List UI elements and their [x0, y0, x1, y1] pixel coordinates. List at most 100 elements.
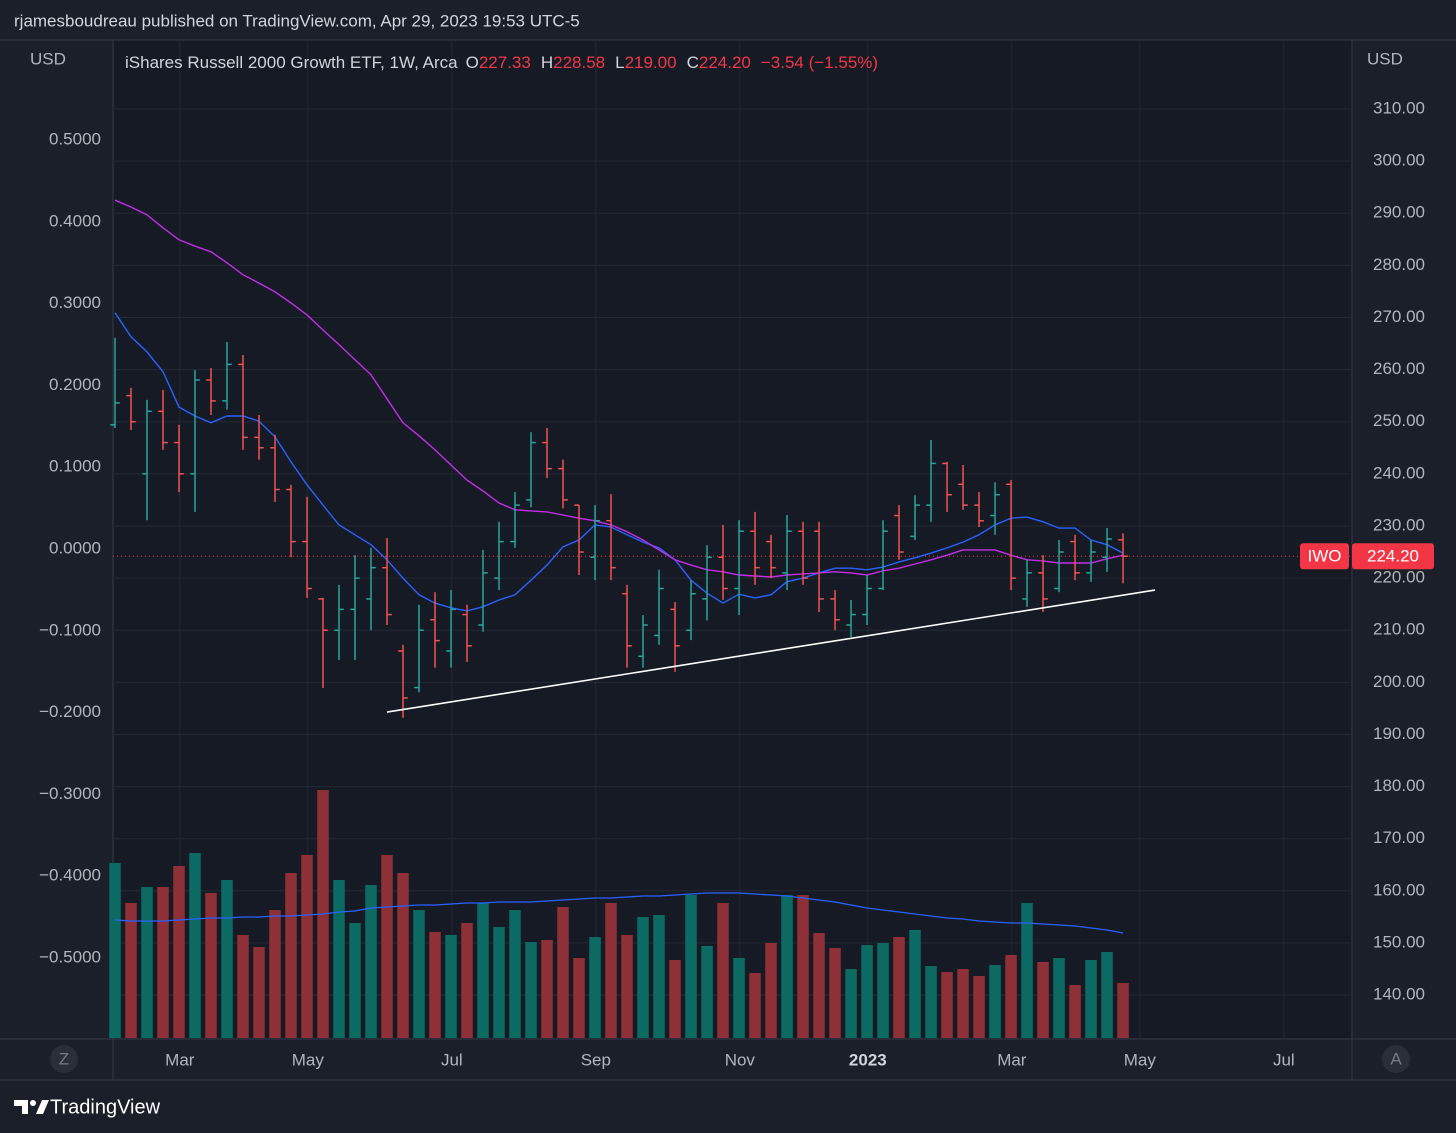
- x-tick-label: Jul: [1273, 1050, 1295, 1069]
- volume-bar: [445, 935, 457, 1038]
- y-tick-label: 260.00: [1373, 359, 1425, 378]
- scale-button[interactable]: [1382, 1045, 1410, 1073]
- volume-bar: [269, 910, 281, 1038]
- scale-button[interactable]: [50, 1045, 78, 1073]
- x-tick-label: 2023: [849, 1050, 887, 1069]
- volume-bar: [1037, 962, 1049, 1038]
- byline: rjamesboudreau published on TradingView.…: [14, 11, 580, 30]
- y2-tick-label: 0.3000: [49, 293, 101, 312]
- volume-bar: [509, 910, 521, 1038]
- volume-bar: [1117, 983, 1129, 1038]
- volume-bar: [941, 972, 953, 1038]
- volume-bar: [989, 965, 1001, 1038]
- volume-bar: [541, 940, 553, 1038]
- moving-average: [114, 312, 1124, 612]
- volume-bar: [365, 885, 377, 1038]
- volume-bar: [797, 895, 809, 1038]
- y-tick-label: 210.00: [1373, 620, 1425, 639]
- scale-button-label[interactable]: Z: [59, 1049, 69, 1068]
- volume-bar: [333, 880, 345, 1038]
- y-tick-label: 170.00: [1373, 828, 1425, 847]
- volume-bar: [973, 976, 985, 1038]
- header-value: 224.20: [699, 53, 751, 72]
- volume-bar: [477, 903, 489, 1038]
- volume-bar: [1085, 960, 1097, 1038]
- y2-tick-label: −0.3000: [39, 784, 101, 803]
- volume-bar: [525, 942, 537, 1038]
- symbol-badge: [1300, 543, 1349, 570]
- volume-bar: [573, 958, 585, 1038]
- volume-ma: [114, 892, 1124, 934]
- x-tick-label: Mar: [997, 1050, 1027, 1069]
- volume-bar: [285, 873, 297, 1038]
- volume-bar: [429, 932, 441, 1038]
- volume-bar: [1069, 985, 1081, 1038]
- left-unit: USD: [30, 49, 66, 68]
- pane: [113, 40, 1352, 1038]
- y2-tick-label: 0.0000: [49, 538, 101, 557]
- grid: [113, 40, 1352, 1038]
- scale-button-label[interactable]: A: [1390, 1049, 1402, 1068]
- volume-bar: [637, 917, 649, 1038]
- x-tick-label: Sep: [581, 1050, 611, 1069]
- y-tick-label: 240.00: [1373, 463, 1425, 482]
- header-key: H: [541, 53, 553, 72]
- y-tick-label: 250.00: [1373, 411, 1425, 430]
- x-tick-label: Mar: [165, 1050, 195, 1069]
- volume-bar: [813, 933, 825, 1038]
- moving-average: [114, 199, 1124, 578]
- volume-bar: [669, 960, 681, 1038]
- volume-bar: [397, 873, 409, 1038]
- y-tick-label: 310.00: [1373, 98, 1425, 117]
- legend-header: iShares Russell 2000 Growth ETF, 1W, Arc…: [125, 53, 878, 72]
- y-tick-label: 300.00: [1373, 151, 1425, 170]
- y2-tick-label: 0.4000: [49, 211, 101, 230]
- volume-bar: [701, 946, 713, 1038]
- volume-bar: [765, 943, 777, 1038]
- symbol-label: IWO: [1308, 547, 1342, 566]
- volume-bar: [253, 947, 265, 1038]
- volume-bar: [557, 907, 569, 1038]
- volume-bar: [349, 923, 361, 1038]
- y2-tick-label: 0.5000: [49, 129, 101, 148]
- y-tick-label: 280.00: [1373, 255, 1425, 274]
- volume-bar: [141, 887, 153, 1038]
- volume-bar: [685, 895, 697, 1038]
- header-value: 228.58: [553, 53, 605, 72]
- volume-bar: [733, 958, 745, 1038]
- volume-bar: [1021, 903, 1033, 1038]
- header-key: O: [466, 53, 479, 72]
- volume-bar: [1053, 958, 1065, 1038]
- volume-bar: [493, 927, 505, 1038]
- volume-bar: [621, 935, 633, 1038]
- volume-bar: [893, 937, 905, 1038]
- volume-bar: [237, 935, 249, 1038]
- y-tick-label: 160.00: [1373, 880, 1425, 899]
- volume-bar: [461, 923, 473, 1038]
- y2-tick-label: −0.1000: [39, 620, 101, 639]
- y2-tick-label: −0.2000: [39, 702, 101, 721]
- x-tick-label: May: [292, 1050, 325, 1069]
- header-key: C: [687, 53, 699, 72]
- volume-bar: [653, 915, 665, 1038]
- volume-bar: [605, 903, 617, 1038]
- header-value: 227.33: [479, 53, 531, 72]
- y2-tick-label: 0.2000: [49, 375, 101, 394]
- volume-bar: [957, 969, 969, 1038]
- y-tick-label: 140.00: [1373, 985, 1425, 1004]
- y-tick-label: 230.00: [1373, 515, 1425, 534]
- trendline: [386, 589, 1156, 713]
- volume-bar: [877, 943, 889, 1038]
- header-title: iShares Russell 2000 Growth ETF, 1W, Arc…: [125, 53, 458, 72]
- volume-bar: [845, 969, 857, 1038]
- volume-bar: [1005, 955, 1017, 1038]
- volume-bar: [925, 966, 937, 1038]
- x-tick-label: Nov: [725, 1050, 756, 1069]
- volume-bar: [157, 887, 169, 1038]
- y-tick-label: 270.00: [1373, 307, 1425, 326]
- x-tick-label: May: [1124, 1050, 1157, 1069]
- y-tick-label: 190.00: [1373, 724, 1425, 743]
- volume-bar: [221, 880, 233, 1038]
